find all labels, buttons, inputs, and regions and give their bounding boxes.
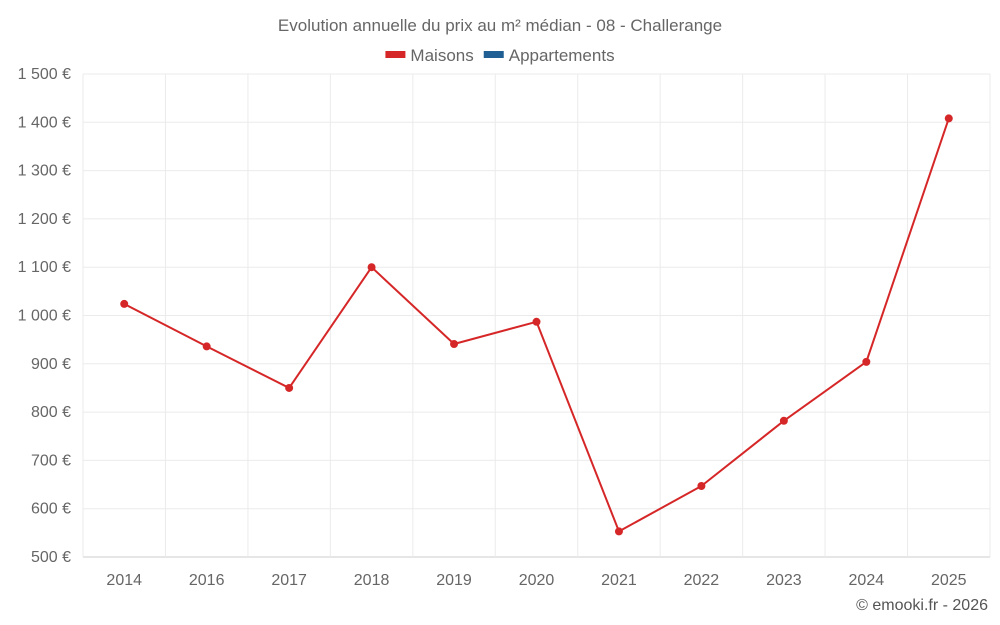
x-tick-label: 2014 <box>106 572 142 589</box>
y-tick-label: 900 € <box>31 356 71 373</box>
y-tick-label: 800 € <box>31 404 71 421</box>
x-tick-label: 2021 <box>601 572 637 589</box>
data-point <box>285 383 294 392</box>
y-tick-label: 600 € <box>31 501 71 518</box>
credit-text: © emooki.fr - 2026 <box>856 597 988 614</box>
legend-swatch <box>483 51 504 58</box>
data-point <box>944 114 953 123</box>
data-point <box>862 357 871 366</box>
x-tick-label: 2018 <box>354 572 390 589</box>
y-tick-label: 700 € <box>31 452 71 469</box>
chart-title: Evolution annuelle du prix au m² médian … <box>278 16 722 35</box>
x-tick-label: 2022 <box>684 572 720 589</box>
data-point <box>532 317 541 326</box>
data-point <box>120 299 129 308</box>
grid <box>82 73 991 558</box>
series-layer <box>120 114 953 536</box>
x-tick-label: 2024 <box>849 572 885 589</box>
x-tick-label: 2025 <box>931 572 967 589</box>
x-tick-label: 2020 <box>519 572 555 589</box>
legend-item-appartements: Appartements <box>483 46 615 65</box>
legend-label: Maisons <box>410 46 473 65</box>
legend-swatch <box>385 51 406 58</box>
y-tick-label: 1 100 € <box>18 259 71 276</box>
data-point <box>614 527 623 536</box>
legend-label: Appartements <box>509 46 615 65</box>
data-point <box>450 339 459 348</box>
y-tick-label: 1 400 € <box>18 114 71 131</box>
data-point <box>367 263 376 272</box>
x-tick-label: 2017 <box>271 572 307 589</box>
x-tick-label: 2019 <box>436 572 472 589</box>
y-tick-label: 1 500 € <box>18 66 71 83</box>
data-point <box>779 416 788 425</box>
x-tick-label: 2016 <box>189 572 225 589</box>
x-tick-label: 2023 <box>766 572 802 589</box>
y-tick-label: 500 € <box>31 549 71 566</box>
data-point <box>202 342 211 351</box>
data-point <box>697 481 706 490</box>
y-tick-label: 1 300 € <box>18 163 71 180</box>
legend-item-maisons: Maisons <box>385 46 474 65</box>
y-tick-label: 1 200 € <box>18 211 71 228</box>
legend: Maisons Appartements <box>385 46 615 65</box>
y-tick-label: 1 000 € <box>18 308 71 325</box>
axes: 500 € 600 € 700 € 800 € 900 € 1 000 € 1 100 € 1… <box>18 66 967 589</box>
